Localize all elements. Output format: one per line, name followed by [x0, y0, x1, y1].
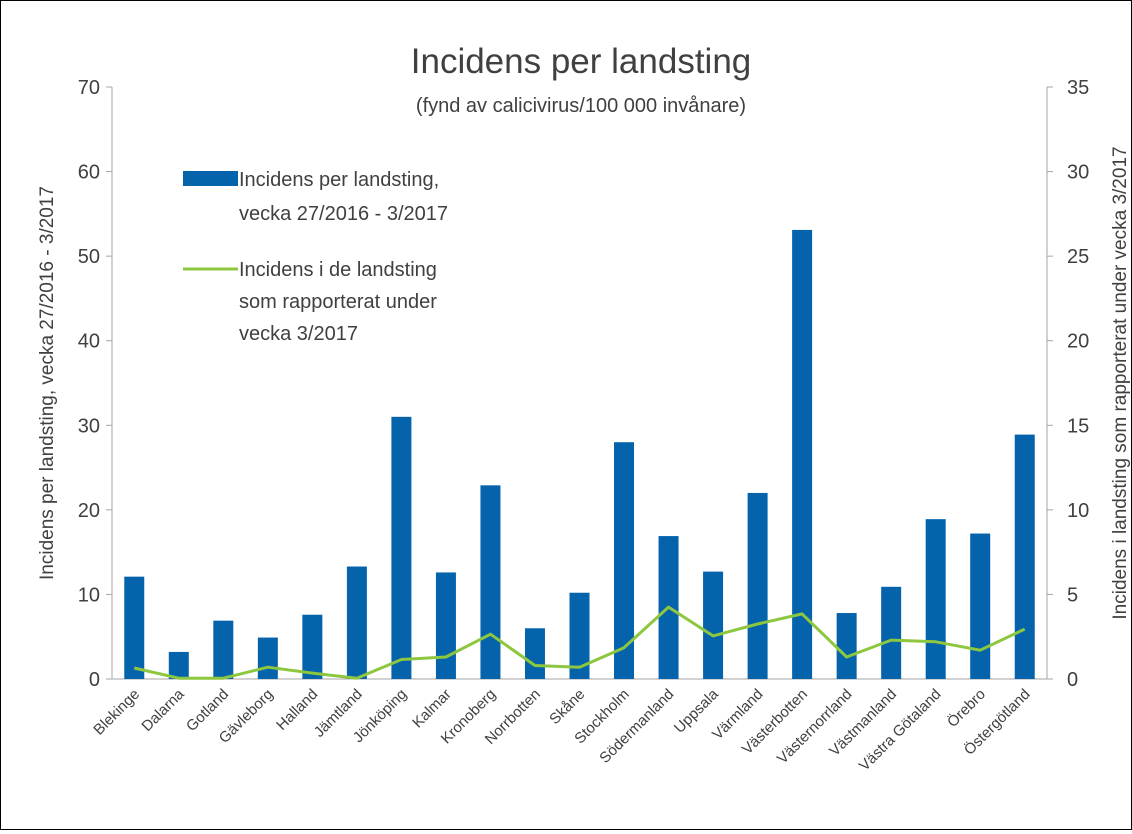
left-tick-label: 30 — [78, 415, 100, 437]
chart-title: Incidens per landsting — [411, 42, 752, 81]
right-tick-label: 15 — [1067, 415, 1089, 437]
left-tick-label: 70 — [78, 77, 100, 99]
legend: Incidens per landsting, vecka 27/2016 - … — [183, 169, 448, 345]
right-tick-labels: 0 5 10 15 20 25 30 35 — [1047, 77, 1089, 691]
left-tick-label: 60 — [78, 162, 100, 184]
right-tick-label: 0 — [1067, 669, 1078, 691]
bar — [480, 485, 500, 679]
legend-bar-label-line1: Incidens per landsting, — [239, 169, 439, 191]
right-axis-label: Incidens i landsting som rapporterat und… — [1110, 146, 1131, 619]
bar — [614, 442, 634, 679]
left-tick-labels: 0 10 20 30 40 50 60 70 — [78, 77, 112, 691]
bar — [258, 638, 278, 679]
bar — [347, 567, 367, 679]
right-tick-label: 20 — [1067, 331, 1089, 353]
right-tick-label: 35 — [1067, 77, 1089, 99]
left-tick-label: 40 — [78, 331, 100, 353]
bar — [1015, 435, 1035, 679]
bar — [881, 587, 901, 679]
bar — [124, 577, 144, 679]
bar — [525, 628, 545, 679]
x-tick-labels: BlekingeDalarnaGotlandGävleborgHallandJä… — [90, 685, 1033, 774]
bar — [837, 613, 857, 679]
legend-line-label-line2: som rapporterat under — [239, 291, 437, 313]
x-tick-label: Skåne — [546, 686, 588, 728]
bar — [792, 230, 812, 679]
left-axis-label: Incidens per landsting, vecka 27/2016 - … — [37, 186, 58, 580]
bar — [926, 519, 946, 679]
right-tick-label: 5 — [1067, 584, 1078, 606]
legend-line-label-line1: Incidens i de landsting — [239, 259, 437, 281]
left-tick-label: 0 — [89, 669, 100, 691]
bar — [703, 572, 723, 679]
legend-bar-label-line2: vecka 27/2016 - 3/2017 — [239, 203, 448, 225]
bar — [748, 493, 768, 679]
right-tick-label: 25 — [1067, 246, 1089, 268]
x-tick-label: Blekinge — [90, 686, 143, 739]
legend-bar-swatch — [183, 171, 238, 186]
left-tick-label: 10 — [78, 584, 100, 606]
bar — [213, 621, 233, 679]
bar — [436, 572, 456, 679]
right-tick-label: 30 — [1067, 162, 1089, 184]
x-tick-label: Dalarna — [138, 685, 188, 735]
bar — [169, 652, 189, 679]
right-tick-label: 10 — [1067, 500, 1089, 522]
left-tick-label: 50 — [78, 246, 100, 268]
left-tick-label: 20 — [78, 500, 100, 522]
bar — [970, 534, 990, 679]
x-tick-label: Västra Götaland — [856, 686, 945, 775]
bar — [302, 615, 322, 679]
chart-subtitle: (fynd av calicivirus/100 000 invånare) — [416, 95, 746, 117]
bar — [391, 417, 411, 679]
legend-line-label-line3: vecka 3/2017 — [239, 323, 358, 345]
